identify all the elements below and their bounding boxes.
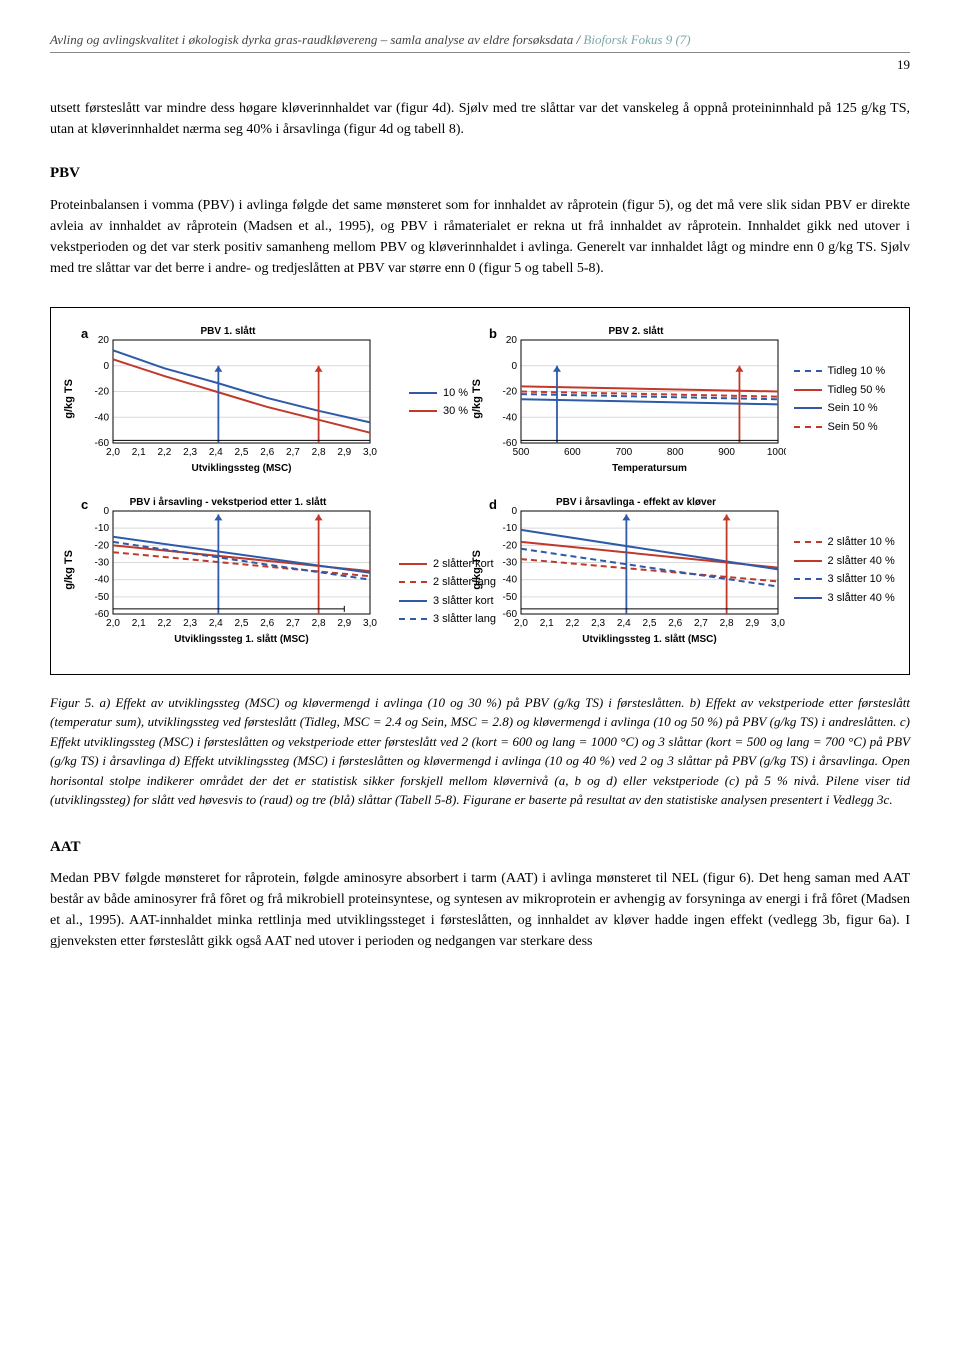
svg-text:-20: -20 xyxy=(94,540,109,551)
svg-text:-10: -10 xyxy=(502,523,517,534)
figure-5-caption: Figur 5. a) Effekt av utviklingssteg (MS… xyxy=(50,693,910,810)
legend-c: 2 slåtter kort2 slåtter lang3 slåtter ko… xyxy=(399,554,496,630)
svg-text:PBV 2. slått: PBV 2. slått xyxy=(608,325,664,337)
svg-text:-50: -50 xyxy=(94,591,109,602)
svg-text:2,4: 2,4 xyxy=(208,447,222,458)
paragraph-pbv: Proteinbalansen i vomma (PBV) i avlinga … xyxy=(50,195,910,279)
svg-text:2,6: 2,6 xyxy=(260,618,274,629)
svg-text:20: 20 xyxy=(97,335,109,346)
svg-text:2,5: 2,5 xyxy=(234,618,248,629)
svg-text:2,5: 2,5 xyxy=(642,618,656,629)
svg-text:-20: -20 xyxy=(94,386,109,397)
svg-text:PBV i årsavlinga - effekt av k: PBV i årsavlinga - effekt av kløver xyxy=(555,496,715,508)
svg-text:2,8: 2,8 xyxy=(719,618,733,629)
svg-text:2,0: 2,0 xyxy=(514,618,528,629)
svg-text:2,4: 2,4 xyxy=(616,618,630,629)
figure-5-container: a g/kg TS PBV 1. slått200-20-40-602,02,1… xyxy=(50,307,910,675)
chart-d-svg: PBV i årsavlinga - effekt av kløver 0 -10 -… xyxy=(486,493,786,648)
svg-text:1000: 1000 xyxy=(766,447,785,458)
page-number: 19 xyxy=(50,55,910,75)
svg-text:2,6: 2,6 xyxy=(668,618,682,629)
header-title: Avling og avlingskvalitet i økologisk dy… xyxy=(50,32,573,47)
svg-text:2,3: 2,3 xyxy=(183,618,197,629)
svg-text:3,0: 3,0 xyxy=(363,447,377,458)
svg-text:-10: -10 xyxy=(94,523,109,534)
panel-label-c: c xyxy=(81,495,88,515)
svg-text:Utviklingssteg 1. slått (MSC): Utviklingssteg 1. slått (MSC) xyxy=(174,633,308,645)
svg-text:-20: -20 xyxy=(502,540,517,551)
svg-text:Utviklingssteg (MSC): Utviklingssteg (MSC) xyxy=(191,463,291,474)
svg-text:20: 20 xyxy=(505,335,517,346)
legend-b: Tidleg 10 %Tidleg 50 %Sein 10 %Sein 50 % xyxy=(794,361,886,437)
svg-text:500: 500 xyxy=(512,447,529,458)
legend-a: 10 %30 % xyxy=(409,383,468,422)
ylabel-c: g/kg TS xyxy=(61,550,78,590)
svg-text:2,2: 2,2 xyxy=(565,618,579,629)
svg-text:-40: -40 xyxy=(502,412,517,423)
svg-text:900: 900 xyxy=(718,447,735,458)
chart-c-svg: PBV i årsavling - vekstperiod etter 1. s… xyxy=(78,493,378,648)
svg-text:2,2: 2,2 xyxy=(157,447,171,458)
svg-text:2,3: 2,3 xyxy=(183,447,197,458)
panel-label-b: b xyxy=(489,324,497,344)
chart-b: b g/kg TS PBV 2. slått200-20-40-60500600… xyxy=(469,322,899,477)
chart-a: a g/kg TS PBV 1. slått200-20-40-602,02,1… xyxy=(61,322,391,477)
svg-text:PBV i årsavling - vekstperiod: PBV i årsavling - vekstperiod etter 1. s… xyxy=(129,496,326,508)
svg-text:0: 0 xyxy=(103,506,109,517)
paragraph-aat: Medan PBV følgde mønsteret for råprotein… xyxy=(50,868,910,952)
svg-text:2,5: 2,5 xyxy=(234,447,248,458)
svg-text:3,0: 3,0 xyxy=(771,618,785,629)
svg-text:2,7: 2,7 xyxy=(285,447,299,458)
svg-text:0: 0 xyxy=(511,506,517,517)
ylabel-a: g/kg TS xyxy=(61,379,78,419)
svg-text:2,1: 2,1 xyxy=(131,618,145,629)
header-journal: Bioforsk Fokus 9 (7) xyxy=(583,32,690,47)
svg-text:2,1: 2,1 xyxy=(539,618,553,629)
running-header: Avling og avlingskvalitet i økologisk dy… xyxy=(50,30,910,53)
svg-text:2,8: 2,8 xyxy=(311,618,325,629)
svg-text:2,9: 2,9 xyxy=(337,618,351,629)
svg-text:0: 0 xyxy=(103,360,109,371)
svg-text:Temperatursum: Temperatursum xyxy=(612,463,687,474)
svg-text:-40: -40 xyxy=(94,412,109,423)
svg-text:700: 700 xyxy=(615,447,632,458)
svg-text:2,2: 2,2 xyxy=(157,618,171,629)
svg-text:2,0: 2,0 xyxy=(106,447,120,458)
svg-text:-40: -40 xyxy=(502,574,517,585)
svg-text:-30: -30 xyxy=(94,557,109,568)
svg-text:2,8: 2,8 xyxy=(311,447,325,458)
svg-text:600: 600 xyxy=(564,447,581,458)
svg-text:2,9: 2,9 xyxy=(337,447,351,458)
svg-text:2,7: 2,7 xyxy=(285,618,299,629)
svg-text:-20: -20 xyxy=(502,386,517,397)
svg-text:2,6: 2,6 xyxy=(260,447,274,458)
svg-text:2,7: 2,7 xyxy=(693,618,707,629)
panel-label-a: a xyxy=(81,324,88,344)
svg-text:2,4: 2,4 xyxy=(208,618,222,629)
ylabel-b: g/kg TS xyxy=(469,379,486,419)
chart-a-svg: PBV 1. slått200-20-40-602,02,12,22,32,42… xyxy=(78,322,378,477)
svg-text:-40: -40 xyxy=(94,574,109,585)
chart-c: c g/kg TS PBV i årsavling - vekstperiod … xyxy=(61,493,391,648)
svg-text:0: 0 xyxy=(511,360,517,371)
svg-text:3,0: 3,0 xyxy=(363,618,377,629)
chart-d: d g/kg TS PBV i årsavlinga - effekt av k… xyxy=(469,493,899,648)
chart-b-svg: PBV 2. slått200-20-40-605006007008009001… xyxy=(486,322,786,477)
svg-text:2,0: 2,0 xyxy=(106,618,120,629)
legend-d: 2 slåtter 10 %2 slåtter 40 %3 slåtter 10… xyxy=(794,532,895,608)
panel-label-d: d xyxy=(489,495,497,515)
svg-text:-50: -50 xyxy=(502,591,517,602)
heading-pbv: PBV xyxy=(50,162,910,185)
svg-text:2,1: 2,1 xyxy=(131,447,145,458)
svg-text:Utviklingssteg 1. slått (MSC): Utviklingssteg 1. slått (MSC) xyxy=(582,633,716,645)
svg-text:-30: -30 xyxy=(502,557,517,568)
svg-text:2,3: 2,3 xyxy=(591,618,605,629)
heading-aat: AAT xyxy=(50,836,910,859)
svg-text:800: 800 xyxy=(666,447,683,458)
paragraph-intro: utsett førsteslått var mindre dess høgar… xyxy=(50,98,910,140)
svg-text:2,9: 2,9 xyxy=(745,618,759,629)
svg-text:PBV 1. slått: PBV 1. slått xyxy=(200,325,256,337)
